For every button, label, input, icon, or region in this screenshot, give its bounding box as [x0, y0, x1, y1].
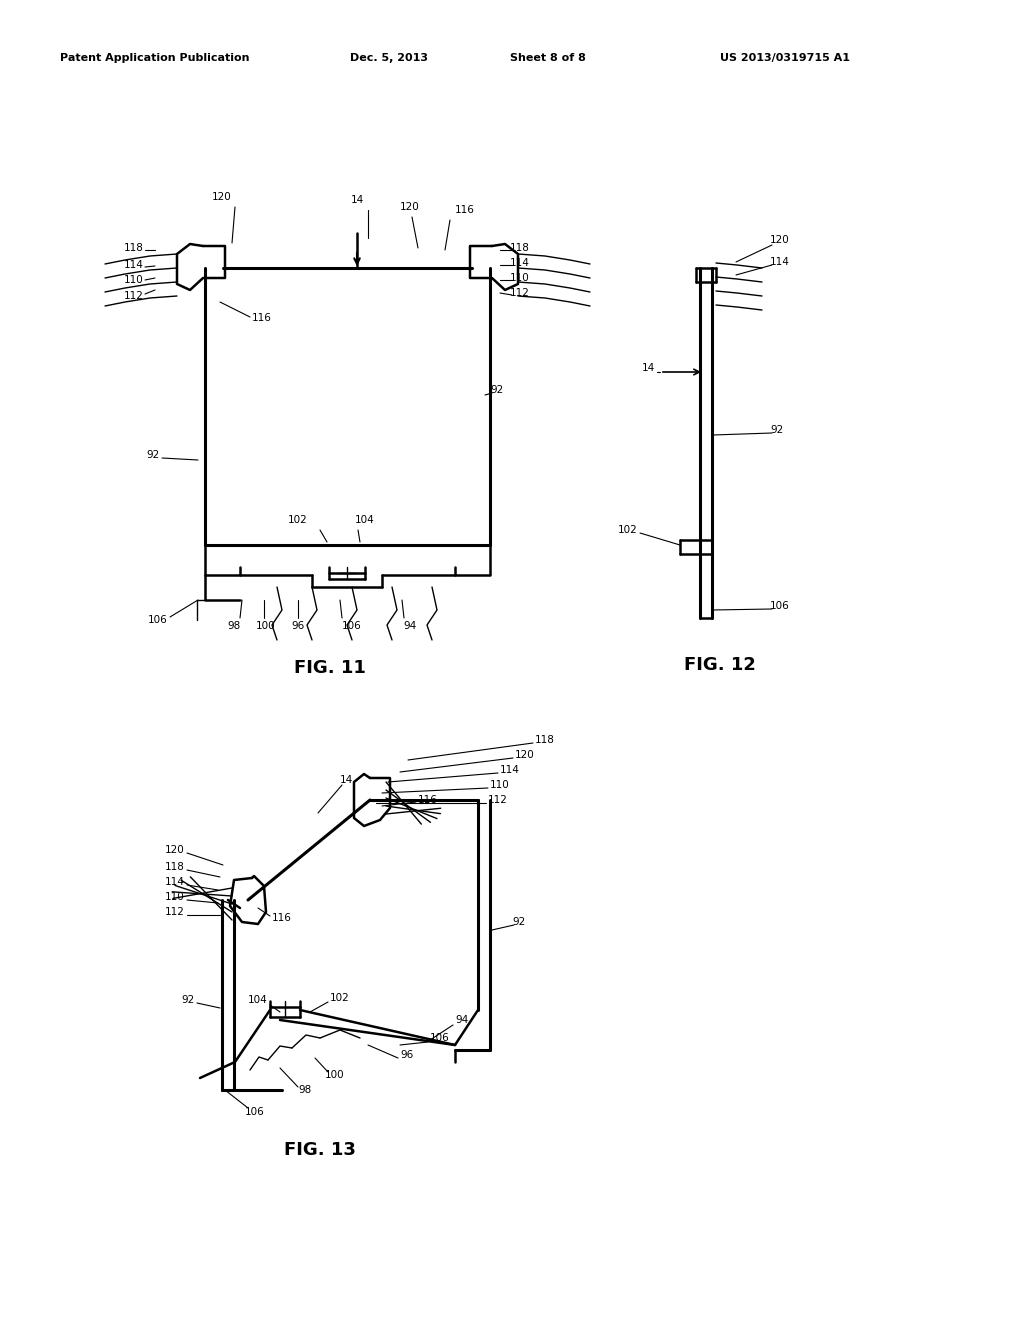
Text: 112: 112: [124, 290, 144, 301]
Text: 14: 14: [340, 775, 353, 785]
Text: 118: 118: [165, 862, 185, 873]
Text: 110: 110: [510, 273, 529, 282]
Text: 106: 106: [148, 615, 168, 624]
Text: 116: 116: [272, 913, 292, 923]
Text: 120: 120: [770, 235, 790, 246]
Text: 110: 110: [490, 780, 510, 789]
Text: 98: 98: [298, 1085, 311, 1096]
Text: 110: 110: [124, 275, 144, 285]
Text: 114: 114: [510, 257, 529, 268]
Text: FIG. 11: FIG. 11: [294, 659, 366, 677]
Text: 106: 106: [245, 1107, 265, 1117]
Text: 118: 118: [510, 243, 529, 253]
Text: 112: 112: [488, 795, 508, 805]
Text: 114: 114: [165, 876, 185, 887]
Text: 104: 104: [248, 995, 268, 1005]
Text: 98: 98: [227, 620, 241, 631]
Text: Patent Application Publication: Patent Application Publication: [60, 53, 250, 63]
Text: 102: 102: [288, 515, 308, 525]
Text: Dec. 5, 2013: Dec. 5, 2013: [350, 53, 428, 63]
Text: 112: 112: [510, 288, 529, 298]
Text: 92: 92: [181, 995, 195, 1005]
Text: 106: 106: [770, 601, 790, 611]
Text: 120: 120: [165, 845, 185, 855]
Text: 92: 92: [770, 425, 783, 436]
Text: 96: 96: [292, 620, 304, 631]
Text: 92: 92: [512, 917, 525, 927]
Text: 102: 102: [618, 525, 638, 535]
Text: 104: 104: [355, 515, 375, 525]
Text: 118: 118: [535, 735, 555, 744]
Text: 92: 92: [490, 385, 503, 395]
Text: 120: 120: [212, 191, 231, 202]
Text: 116: 116: [252, 313, 272, 323]
Text: FIG. 12: FIG. 12: [684, 656, 756, 675]
Text: 92: 92: [146, 450, 160, 459]
Text: 114: 114: [124, 260, 144, 271]
Text: 100: 100: [256, 620, 275, 631]
Text: 112: 112: [165, 907, 185, 917]
Text: 106: 106: [342, 620, 361, 631]
Text: 120: 120: [515, 750, 535, 760]
Text: 94: 94: [455, 1015, 468, 1026]
Text: US 2013/0319715 A1: US 2013/0319715 A1: [720, 53, 850, 63]
Text: 118: 118: [124, 243, 144, 253]
Text: 116: 116: [455, 205, 475, 215]
Text: 120: 120: [400, 202, 420, 213]
Text: 96: 96: [400, 1049, 414, 1060]
Text: 114: 114: [500, 766, 520, 775]
Text: 14: 14: [350, 195, 364, 205]
Text: 102: 102: [330, 993, 350, 1003]
Text: 100: 100: [326, 1071, 345, 1080]
Text: FIG. 13: FIG. 13: [284, 1140, 356, 1159]
Text: 116: 116: [418, 795, 438, 805]
Text: 110: 110: [165, 892, 185, 902]
Text: 94: 94: [403, 620, 417, 631]
Text: 14: 14: [642, 363, 655, 374]
Text: Sheet 8 of 8: Sheet 8 of 8: [510, 53, 586, 63]
Text: 114: 114: [770, 257, 790, 267]
Text: 106: 106: [430, 1034, 450, 1043]
